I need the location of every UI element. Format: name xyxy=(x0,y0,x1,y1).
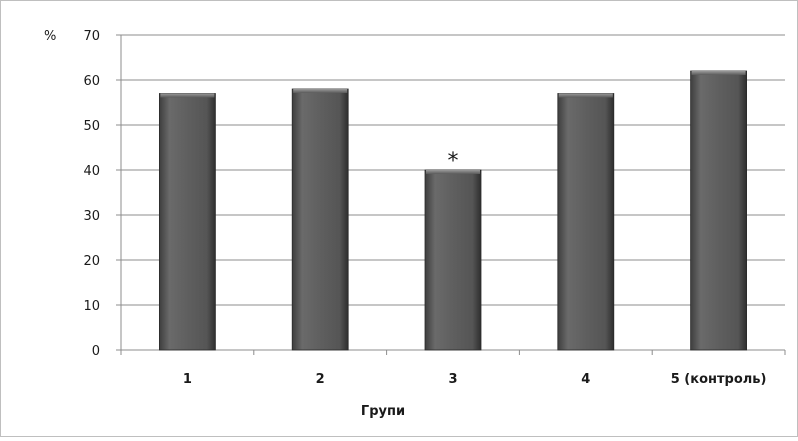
bar-cap xyxy=(160,93,215,98)
annotations: * xyxy=(448,149,459,174)
y-tick-label: 30 xyxy=(83,209,100,224)
bar-body xyxy=(291,88,349,351)
bar xyxy=(424,169,482,351)
x-tick-marks xyxy=(120,350,786,355)
bar xyxy=(158,93,216,351)
category-label: 4 xyxy=(581,372,590,387)
bar-cap xyxy=(293,89,348,93)
bar xyxy=(291,88,349,351)
y-tick-labels: 0 10 20 30 40 50 60 70 xyxy=(83,29,100,359)
bar xyxy=(690,70,747,351)
category-label: 3 xyxy=(448,372,457,387)
bar-body xyxy=(690,70,747,351)
y-tick-label: 70 xyxy=(83,29,100,44)
category-label: 2 xyxy=(316,372,325,387)
y-axis-label: % xyxy=(44,29,56,44)
category-label: 1 xyxy=(183,372,192,387)
x-axis-title: Групи xyxy=(361,404,405,419)
y-tick-label: 50 xyxy=(83,119,100,134)
category-label: 5 (контроль) xyxy=(671,372,767,387)
bars xyxy=(158,70,747,351)
bar-body xyxy=(424,169,482,351)
bar-body xyxy=(557,93,615,351)
y-tick-label: 60 xyxy=(83,74,100,89)
y-tick-label: 20 xyxy=(83,254,100,269)
significance-annotation: * xyxy=(448,149,459,174)
y-tick-label: 40 xyxy=(83,164,100,179)
category-labels: 1 2 3 4 5 (контроль) xyxy=(183,372,767,387)
bar-cap xyxy=(558,93,613,98)
bar-cap xyxy=(691,71,746,75)
bar-cap xyxy=(426,170,480,174)
bar-body xyxy=(158,93,216,351)
y-tick-label: 0 xyxy=(92,344,100,359)
y-tick-label: 10 xyxy=(83,299,100,314)
bar xyxy=(557,93,615,351)
